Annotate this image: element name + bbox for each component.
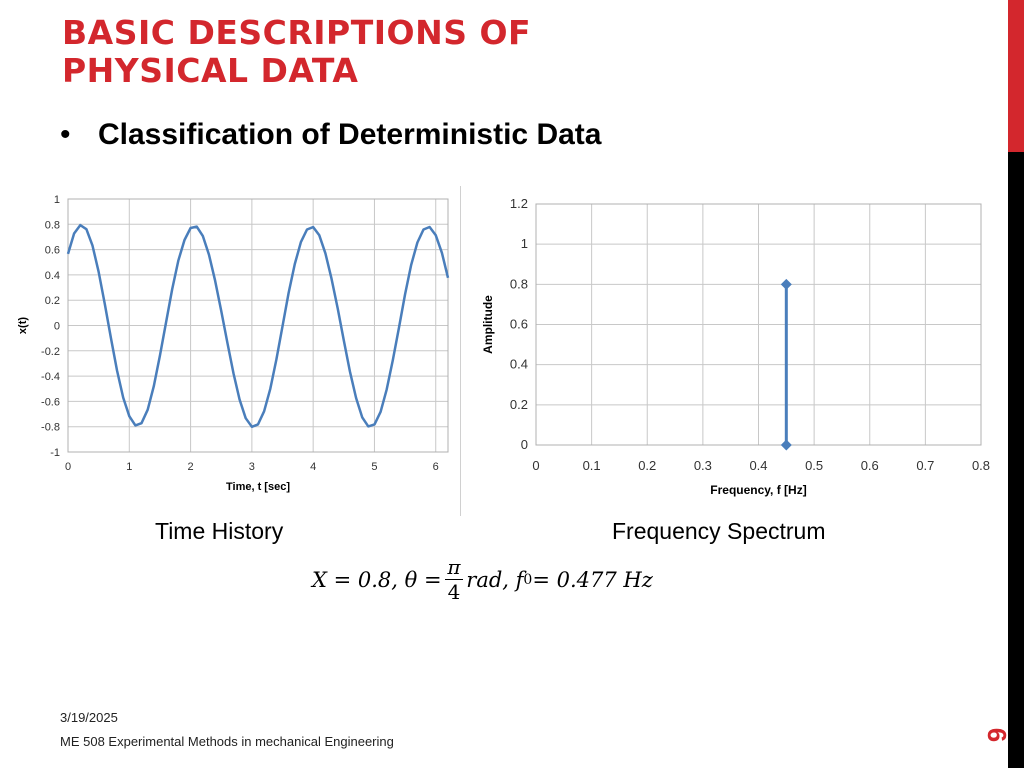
x-tick-label: 0.1 bbox=[583, 458, 601, 473]
x-axis-label: Time, t [sec] bbox=[226, 481, 290, 493]
bullet-text: Classification of Deterministic Data bbox=[98, 118, 602, 151]
y-tick-label: 0.6 bbox=[510, 317, 528, 332]
y-tick-label: 0.2 bbox=[510, 397, 528, 412]
spectrum-point-marker bbox=[780, 278, 792, 290]
x-tick-label: 0.2 bbox=[638, 458, 656, 473]
formula-frac-den: 4 bbox=[444, 579, 464, 604]
page-number: 6 bbox=[982, 727, 1013, 743]
y-tick-label: 0.6 bbox=[45, 245, 60, 257]
x-tick-label: 4 bbox=[310, 461, 316, 473]
caption-frequency-spectrum: Frequency Spectrum bbox=[612, 518, 826, 544]
spectrum-point-marker bbox=[780, 439, 792, 451]
chart-divider bbox=[460, 186, 461, 516]
footer-date: 3/19/2025 bbox=[60, 710, 118, 725]
formula-subscript: 0 bbox=[523, 571, 533, 588]
y-axis-label: Amplitude bbox=[481, 295, 495, 354]
side-accent-bar bbox=[1008, 0, 1024, 152]
x-tick-label: 0.6 bbox=[861, 458, 879, 473]
x-tick-label: 2 bbox=[188, 461, 194, 473]
y-tick-label: 0 bbox=[54, 321, 60, 333]
series-line-xt bbox=[66, 223, 450, 429]
x-tick-label: 0.7 bbox=[916, 458, 934, 473]
y-tick-label: -0.8 bbox=[41, 422, 60, 434]
formula-part3: = 0.477 Hz bbox=[532, 567, 653, 592]
slide-title-line1: BASIC DESCRIPTIONS OF bbox=[62, 13, 532, 52]
y-tick-label: 0.2 bbox=[45, 295, 60, 307]
bullet-symbol: • bbox=[60, 118, 71, 151]
x-tick-label: 1 bbox=[126, 461, 132, 473]
y-tick-label: 0.8 bbox=[45, 219, 60, 231]
y-tick-label: -0.2 bbox=[41, 346, 60, 358]
y-tick-label: 1 bbox=[54, 194, 60, 206]
x-tick-label: 0.3 bbox=[694, 458, 712, 473]
slide-title: BASIC DESCRIPTIONS OF PHYSICAL DATA bbox=[62, 14, 682, 90]
footer-course: ME 508 Experimental Methods in mechanica… bbox=[60, 734, 394, 749]
y-tick-label: -0.6 bbox=[41, 396, 60, 408]
x-tick-label: 0.5 bbox=[805, 458, 823, 473]
x-tick-label: 6 bbox=[433, 461, 439, 473]
formula-fraction: π 4 bbox=[444, 555, 464, 604]
frequency-spectrum-chart: 0 0.2 0.4 0.6 0.8 1 1.2 0 0.1 0.2 0.3 0.4 0.5 0.6 0.7 0… bbox=[481, 196, 990, 497]
x-tick-label: 0 bbox=[65, 461, 71, 473]
side-bar bbox=[1008, 0, 1024, 768]
plot-area-border bbox=[67, 198, 449, 453]
time-history-chart: -1 -0.8 -0.6 -0.4 -0.2 0 0.2 0.4 0.6 0.8 1 0 1 2 3 4 5 6 T… bbox=[17, 194, 450, 493]
bullet-item: • Classification of Deterministic Data bbox=[60, 118, 601, 152]
y-axis-label: x(t) bbox=[17, 317, 29, 334]
y-tick-label: 1.2 bbox=[510, 196, 528, 211]
y-tick-label: 0.4 bbox=[510, 357, 528, 372]
formula-part2: rad, f bbox=[466, 567, 524, 592]
formula-part1: X = 0.8, θ = bbox=[312, 567, 442, 592]
formula-frac-num: π bbox=[447, 555, 461, 579]
y-tick-label: 1 bbox=[521, 236, 528, 251]
x-axis-label: Frequency, f [Hz] bbox=[710, 483, 806, 497]
x-tick-label: 0.4 bbox=[749, 458, 767, 473]
x-tick-label: 0.8 bbox=[972, 458, 990, 473]
y-tick-label: -1 bbox=[50, 447, 60, 459]
x-tick-label: 3 bbox=[249, 461, 255, 473]
plot-area-border bbox=[535, 203, 982, 446]
y-tick-label: 0.8 bbox=[510, 276, 528, 291]
x-tick-label: 0 bbox=[532, 458, 539, 473]
y-tick-label: 0.4 bbox=[45, 270, 60, 282]
x-tick-label: 5 bbox=[371, 461, 377, 473]
slide-title-line2: PHYSICAL DATA bbox=[62, 51, 359, 90]
y-tick-label: 0 bbox=[521, 437, 528, 452]
y-tick-label: -0.4 bbox=[41, 371, 60, 383]
caption-time-history: Time History bbox=[155, 518, 284, 544]
